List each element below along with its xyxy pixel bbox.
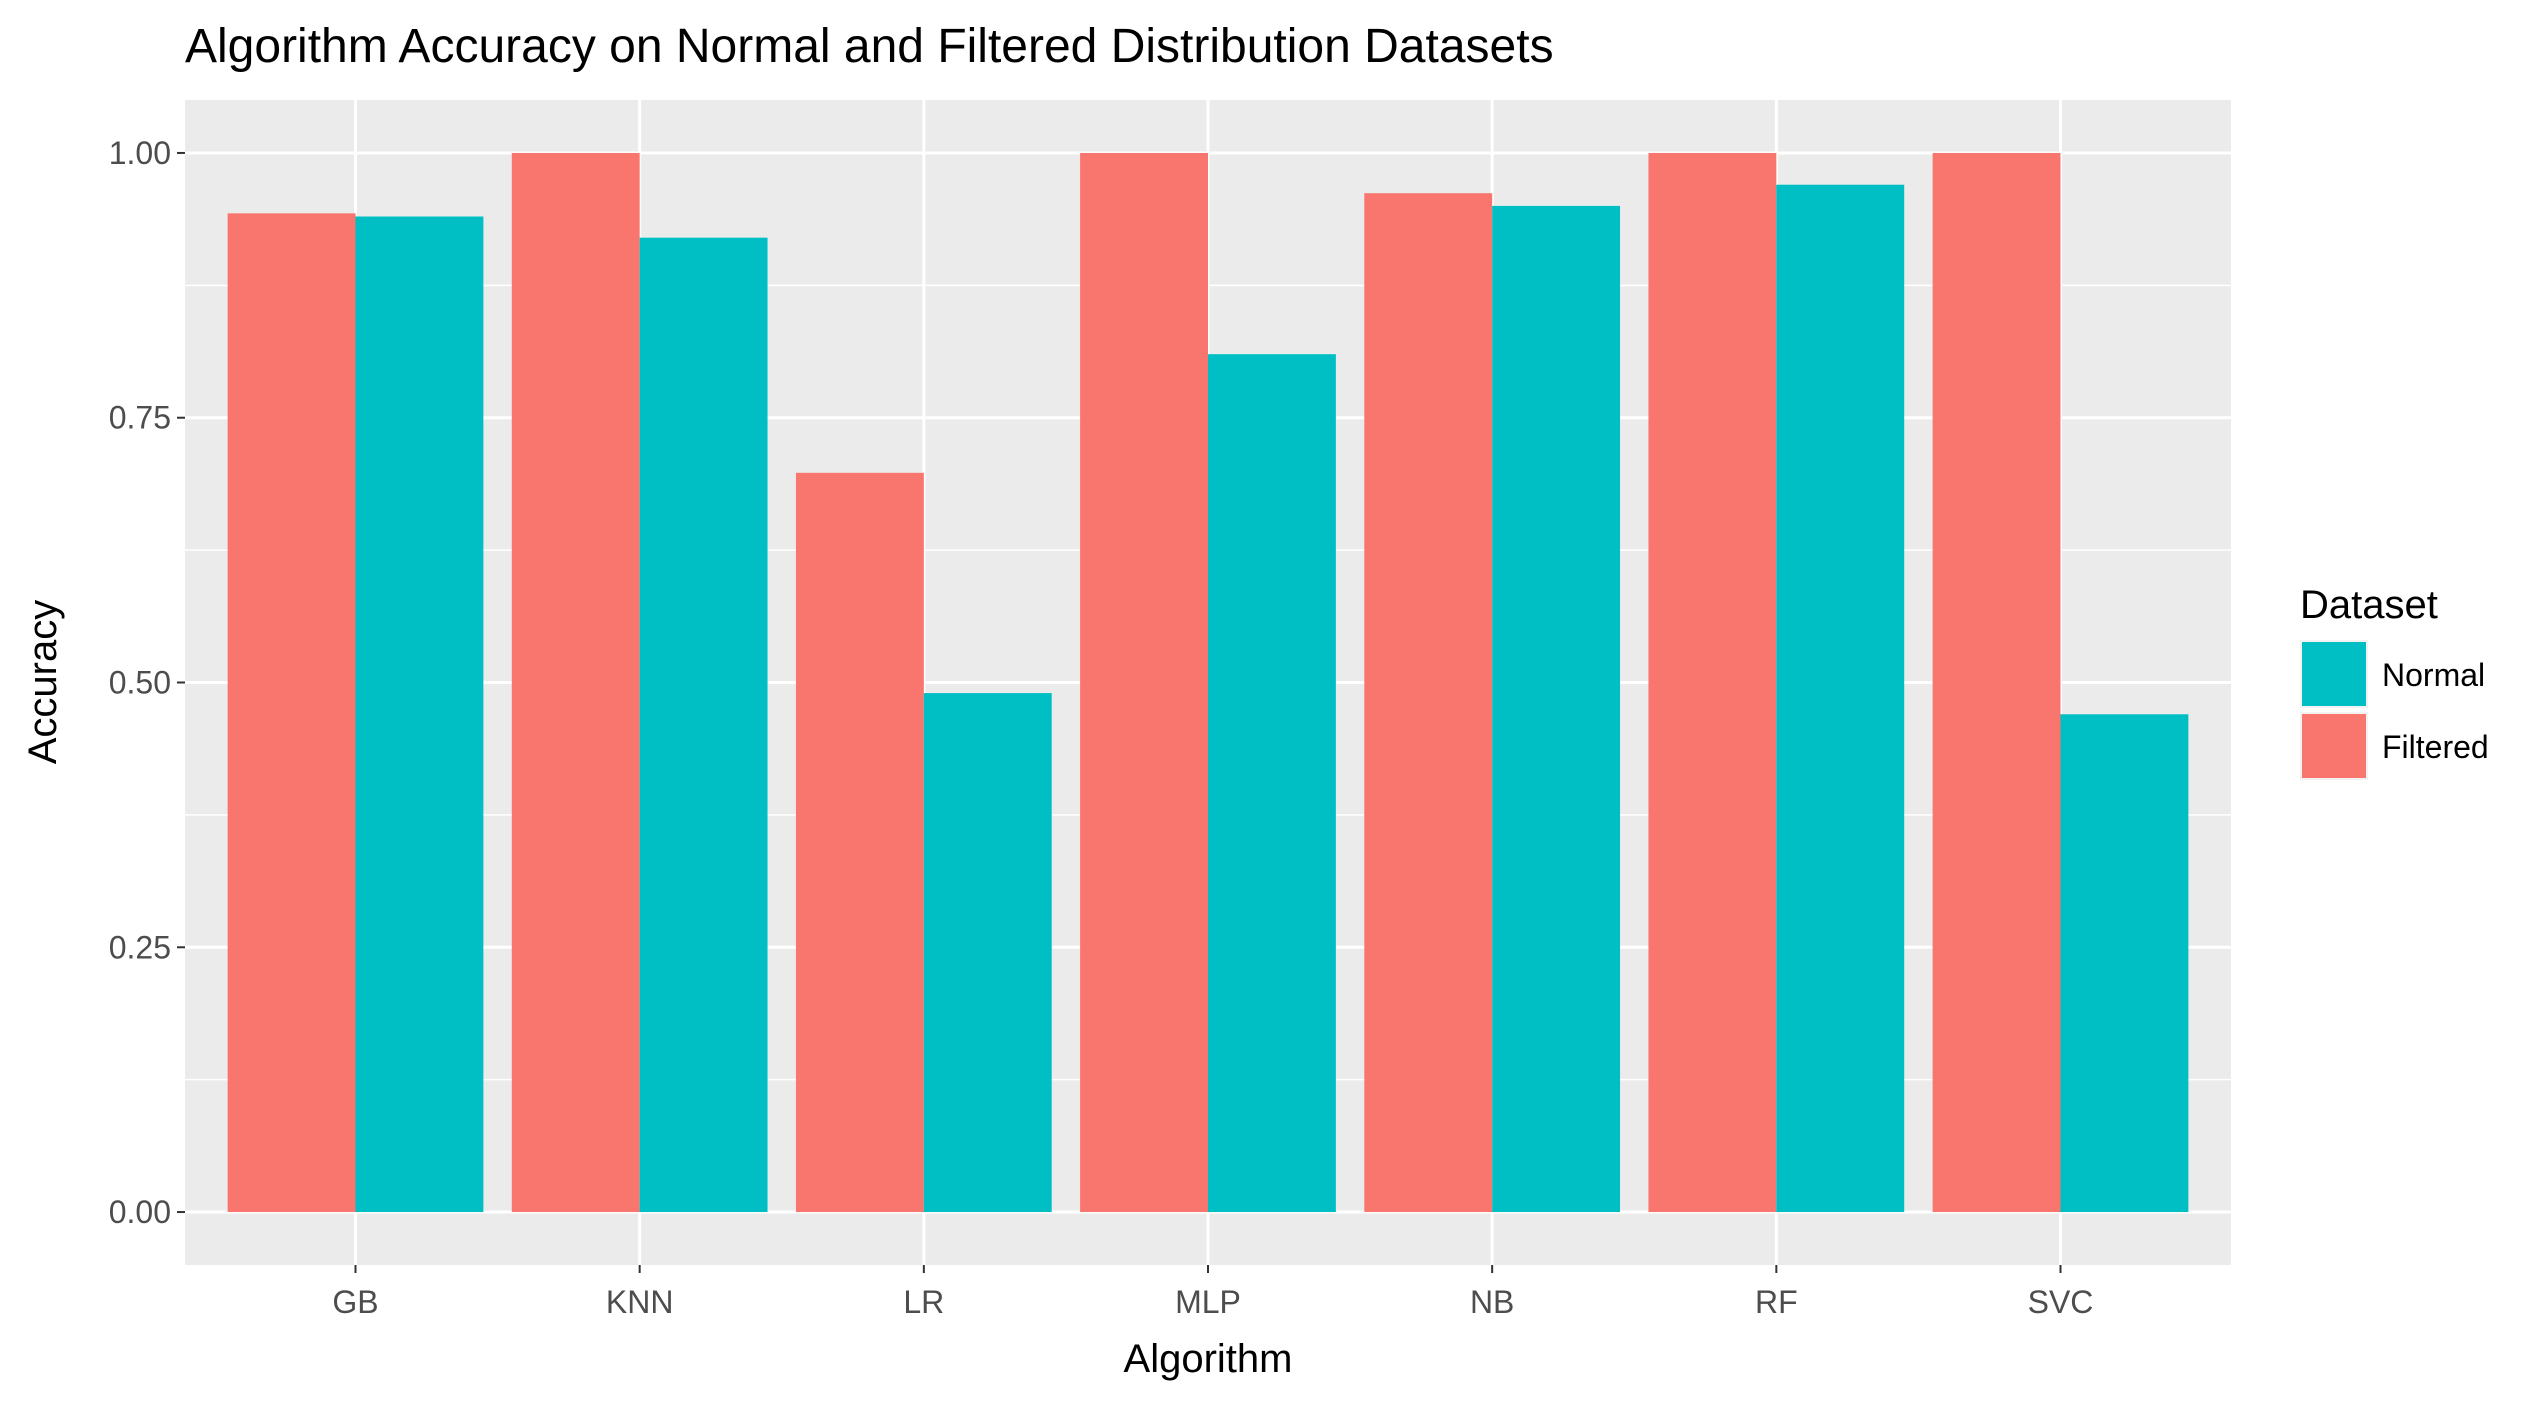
y-tick-label: 1.00	[109, 135, 171, 171]
bar-filtered-gb	[227, 213, 356, 1213]
bar-filtered-mlp	[1080, 152, 1208, 1213]
bar-normal-knn	[639, 237, 768, 1213]
legend-label-normal: Normal	[2382, 657, 2485, 693]
chart-title: Algorithm Accuracy on Normal and Filtere…	[185, 20, 1554, 73]
bar-filtered-rf	[1648, 152, 1777, 1213]
bar-filtered-knn	[511, 152, 640, 1213]
x-axis: GB KNN LR MLP NB RF SVC	[332, 1265, 2093, 1320]
bar-normal-rf	[1776, 184, 1905, 1213]
y-tick-label: 0.00	[109, 1194, 171, 1230]
x-tick-label: NB	[1470, 1284, 1514, 1320]
legend-title: Dataset	[2300, 583, 2438, 627]
bars	[227, 152, 2189, 1213]
legend-key-normal	[2302, 642, 2366, 706]
bar-normal-mlp	[1208, 354, 1336, 1213]
x-tick-label: SVC	[2028, 1284, 2094, 1320]
bar-normal-nb	[1492, 205, 1621, 1213]
bar-normal-svc	[2060, 714, 2189, 1213]
legend: Dataset Normal Filtered	[2300, 583, 2489, 780]
bar-normal-lr	[923, 693, 1052, 1213]
legend-key-filtered	[2302, 714, 2366, 778]
bar-filtered-lr	[795, 472, 924, 1213]
x-tick-label: KNN	[606, 1284, 674, 1320]
legend-items: Normal Filtered	[2300, 640, 2489, 780]
x-axis-label: Algorithm	[1124, 1337, 1293, 1381]
x-tick-label: RF	[1755, 1284, 1798, 1320]
legend-label-filtered: Filtered	[2382, 729, 2489, 765]
bar-filtered-nb	[1364, 193, 1493, 1213]
y-tick-label: 0.25	[109, 929, 171, 965]
y-axis-label: Accuracy	[21, 600, 65, 765]
y-tick-label: 0.75	[109, 400, 171, 436]
bar-normal-gb	[355, 216, 484, 1213]
x-tick-label: MLP	[1175, 1284, 1241, 1320]
bar-filtered-svc	[1932, 152, 2061, 1213]
y-axis: 0.00 0.25 0.50 0.75 1.00	[109, 135, 185, 1230]
x-tick-label: LR	[903, 1284, 944, 1320]
y-tick-label: 0.50	[109, 665, 171, 701]
x-tick-label: GB	[332, 1284, 378, 1320]
